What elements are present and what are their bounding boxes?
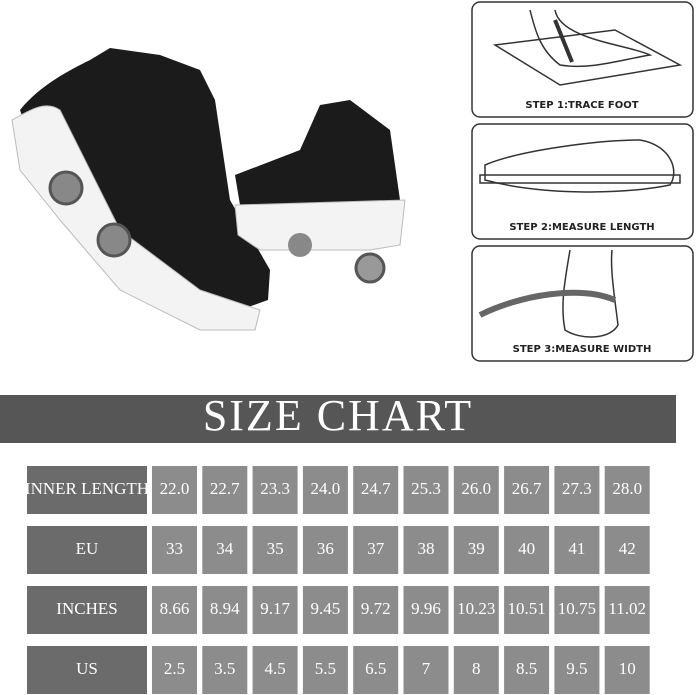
row-label: INCHES [56,599,117,618]
size-cell [554,586,600,634]
size-cell [302,646,348,694]
row-label: US [76,659,98,678]
size-value: 8.66 [160,599,190,618]
chart-title: SIZE CHART [203,391,473,440]
size-cell [554,526,600,574]
size-value: 24.0 [311,479,341,498]
step-caption: STEP 2:MEASURE LENGTH [509,222,654,233]
size-cell [453,526,499,574]
size-value: 10.23 [457,599,495,618]
size-value: 36 [317,539,334,558]
size-value: 8.5 [516,659,537,678]
size-cell [453,586,499,634]
size-value: 5.5 [315,659,336,678]
size-cell [604,466,650,514]
size-cell [504,466,550,514]
size-value: 8 [472,659,481,678]
size-value: 10 [619,659,636,678]
size-value: 22.7 [210,479,240,498]
size-cell [504,646,550,694]
size-cell [302,526,348,574]
size-value: 42 [619,539,636,558]
size-value: 35 [267,539,284,558]
size-cell [453,466,499,514]
size-value: 26.7 [512,479,542,498]
size-value: 7 [422,659,431,678]
size-value: 9.96 [411,599,441,618]
size-cell [202,466,248,514]
size-cell [152,526,197,574]
size-value: 4.5 [264,659,285,678]
row-label-cell [27,646,147,694]
size-cell [403,646,449,694]
step-caption: STEP 3:MEASURE WIDTH [513,344,652,355]
size-cell [202,586,248,634]
size-cell [202,646,248,694]
shoe-image [11,48,406,331]
size-value: 8.94 [210,599,240,618]
size-cell [554,466,600,514]
size-value: 3.5 [214,659,235,678]
size-value: 40 [518,539,535,558]
step-caption: STEP 1:TRACE FOOT [525,100,638,111]
size-cell [353,466,399,514]
step-boxes [471,1,694,362]
size-value: 9.17 [260,599,290,618]
size-cell [453,646,499,694]
size-value: 39 [468,539,485,558]
size-cell [504,586,550,634]
size-value: 27.3 [562,479,592,498]
size-value: 9.72 [361,599,391,618]
size-cell [403,586,449,634]
size-cell [252,646,298,694]
size-cell [353,526,399,574]
size-value: 11.02 [608,599,646,618]
size-value: 9.5 [566,659,587,678]
size-value: 33 [166,539,183,558]
banner [0,395,676,443]
size-cell [202,526,248,574]
row-label-cell [27,586,147,634]
row-label-cell [27,526,147,574]
size-cell [152,466,197,514]
size-value: 10.51 [507,599,545,618]
size-cell [504,526,550,574]
size-value: 22.0 [160,479,190,498]
size-value: 10.75 [558,599,596,618]
size-cell [604,586,650,634]
size-cell [554,646,600,694]
size-cell [252,466,298,514]
size-value: 6.5 [365,659,386,678]
size-cell [353,646,399,694]
size-cell [152,586,197,634]
size-cell [353,586,399,634]
size-cell [302,586,348,634]
size-value: 28.0 [612,479,642,498]
size-value: 23.3 [260,479,290,498]
size-cell [152,646,197,694]
size-cell [604,526,650,574]
size-value: 25.3 [411,479,441,498]
size-cell [604,646,650,694]
row-label: EU [76,539,99,558]
size-cell [252,526,298,574]
size-cell [403,526,449,574]
size-cell [302,466,348,514]
size-value: 41 [568,539,585,558]
size-value: 38 [418,539,435,558]
size-value: 24.7 [361,479,391,498]
size-value: 34 [216,539,234,558]
row-label: INNER LENGTH [25,479,149,498]
row-label-cell [27,466,147,514]
size-value: 26.0 [461,479,491,498]
size-value: 9.45 [311,599,341,618]
size-value: 2.5 [164,659,185,678]
size-cell [252,586,298,634]
size-value: 37 [367,539,385,558]
size-cell [403,466,449,514]
